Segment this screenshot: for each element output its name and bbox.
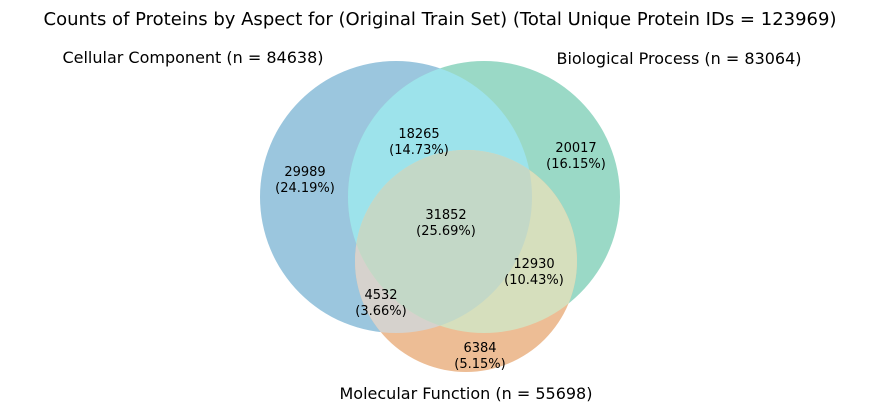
region-count: 6384 [463,341,496,356]
region-count: 29989 [284,165,325,180]
cellular-component-label: Cellular Component (n = 84638) [62,48,323,67]
region-cc-bp: 18265 (14.73%) [389,127,449,158]
region-cc-only: 29989 (24.19%) [275,165,335,196]
region-count: 12930 [513,257,554,272]
region-percent: (16.15%) [546,157,606,172]
region-count: 31852 [425,208,466,223]
region-bp-only: 20017 (16.15%) [546,141,606,172]
region-percent: (5.15%) [454,357,505,372]
region-percent: (14.73%) [389,143,449,158]
region-cc-mf: 4532 (3.66%) [355,288,406,319]
molecular-function-label: Molecular Function (n = 55698) [340,384,593,403]
region-mf-only: 6384 (5.15%) [454,341,505,372]
region-bp-mf: 12930 (10.43%) [504,257,564,288]
region-count: 20017 [555,141,596,156]
region-percent: (10.43%) [504,273,564,288]
region-count: 18265 [398,127,439,142]
region-percent: (25.69%) [416,224,476,239]
region-percent: (24.19%) [275,181,335,196]
chart-title: Counts of Proteins by Aspect for (Origin… [44,9,837,30]
region-count: 4532 [364,288,397,303]
region-percent: (3.66%) [355,304,406,319]
region-all: 31852 (25.69%) [416,208,476,239]
biological-process-label: Biological Process (n = 83064) [556,49,801,68]
